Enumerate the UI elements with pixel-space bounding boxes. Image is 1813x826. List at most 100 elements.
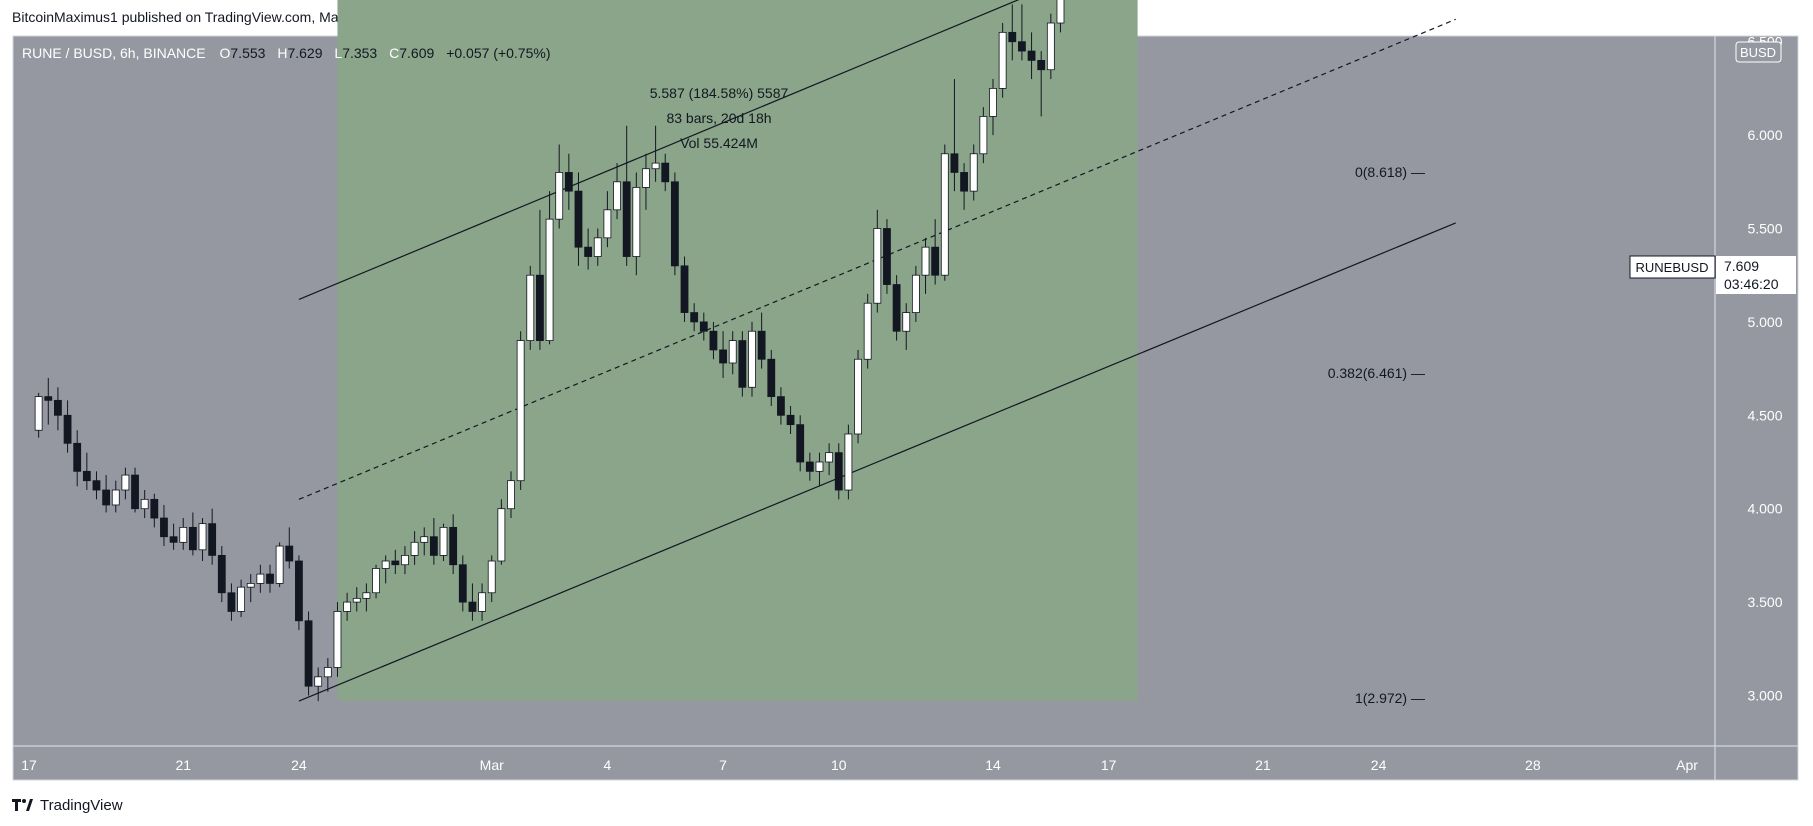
candle[interactable] (767, 349, 776, 406)
currency-badge[interactable] (1735, 41, 1782, 63)
candle[interactable] (468, 583, 477, 621)
candle[interactable] (208, 508, 217, 565)
candle[interactable] (188, 512, 197, 556)
time-axis[interactable] (13, 746, 1798, 780)
candle[interactable] (44, 377, 53, 425)
candle[interactable] (429, 518, 438, 565)
candle[interactable] (969, 144, 978, 201)
candle[interactable] (911, 265, 920, 322)
candle[interactable] (574, 172, 583, 266)
candle[interactable] (738, 331, 747, 397)
candle[interactable] (439, 523, 448, 562)
candle[interactable] (805, 452, 814, 481)
candle[interactable] (420, 527, 429, 556)
candle[interactable] (372, 564, 380, 599)
candle[interactable] (304, 611, 313, 696)
candle[interactable] (796, 415, 805, 472)
candle[interactable] (545, 191, 554, 345)
candle[interactable] (989, 79, 997, 136)
candle[interactable] (854, 349, 862, 444)
candle[interactable] (217, 546, 226, 603)
candle[interactable] (458, 555, 467, 612)
channel-lower-line[interactable] (298, 222, 1456, 702)
candle[interactable] (998, 23, 1007, 98)
candle[interactable] (266, 564, 274, 593)
candle[interactable] (381, 555, 390, 584)
candle[interactable] (651, 125, 660, 182)
candle[interactable] (92, 471, 101, 500)
candle[interactable] (555, 144, 564, 229)
candle[interactable] (892, 275, 901, 341)
candle[interactable] (362, 583, 371, 612)
candle[interactable] (478, 583, 486, 621)
candle[interactable] (728, 331, 737, 375)
candle[interactable] (82, 452, 91, 491)
candle[interactable] (246, 574, 255, 603)
candle[interactable] (73, 430, 82, 487)
candle[interactable] (343, 592, 352, 621)
candle[interactable] (352, 587, 361, 612)
candle[interactable] (198, 518, 207, 562)
candle[interactable] (1056, 0, 1065, 33)
candle[interactable] (536, 209, 544, 350)
candle[interactable] (131, 467, 139, 513)
candle[interactable] (1027, 32, 1036, 80)
candle[interactable] (661, 153, 670, 192)
candle[interactable] (314, 667, 323, 702)
candle[interactable] (227, 583, 236, 621)
candle[interactable] (902, 303, 911, 350)
candle[interactable] (169, 523, 178, 550)
measure-box[interactable] (337, 0, 1138, 701)
candle[interactable] (979, 107, 988, 164)
candle[interactable] (391, 549, 400, 575)
candle[interactable] (834, 443, 843, 500)
candle[interactable] (111, 480, 120, 513)
candle[interactable] (1046, 13, 1055, 80)
candle[interactable] (323, 658, 332, 692)
candle[interactable] (564, 153, 573, 210)
candle[interactable] (613, 163, 621, 220)
candle[interactable] (497, 499, 506, 565)
price-axis[interactable] (1715, 36, 1798, 746)
candle[interactable] (1018, 4, 1026, 61)
candle[interactable] (883, 219, 891, 294)
candle[interactable] (256, 564, 265, 593)
candle[interactable] (102, 475, 111, 513)
candle[interactable] (593, 228, 602, 266)
candle[interactable] (507, 471, 515, 519)
candle[interactable] (516, 331, 525, 491)
candle[interactable] (844, 424, 853, 500)
candle[interactable] (603, 191, 612, 248)
candle[interactable] (825, 443, 834, 476)
channel-upper-line[interactable] (298, 0, 1456, 301)
candle[interactable] (873, 209, 882, 313)
candle[interactable] (670, 172, 679, 276)
candle[interactable] (160, 504, 168, 547)
candle[interactable] (449, 514, 458, 575)
candle[interactable] (54, 387, 62, 431)
channel-median-line[interactable] (298, 18, 1456, 500)
candle[interactable] (680, 256, 689, 322)
candle[interactable] (642, 153, 650, 210)
candle[interactable] (931, 219, 940, 285)
candle[interactable] (34, 392, 43, 438)
candle[interactable] (140, 490, 149, 519)
candle[interactable] (950, 79, 959, 192)
candle[interactable] (121, 467, 130, 500)
candle[interactable] (179, 518, 188, 550)
candle[interactable] (487, 555, 496, 603)
candle[interactable] (940, 144, 949, 281)
candle[interactable] (719, 331, 727, 378)
candle[interactable] (748, 321, 756, 397)
candle[interactable] (333, 602, 342, 677)
candle[interactable] (410, 531, 419, 565)
candle[interactable] (237, 579, 245, 618)
candle[interactable] (526, 265, 535, 350)
candle[interactable] (295, 555, 303, 631)
candle[interactable] (709, 321, 718, 360)
candle[interactable] (622, 125, 631, 266)
candle[interactable] (863, 293, 872, 369)
candle[interactable] (786, 405, 795, 434)
candle[interactable] (921, 237, 930, 294)
candle[interactable] (584, 228, 593, 270)
